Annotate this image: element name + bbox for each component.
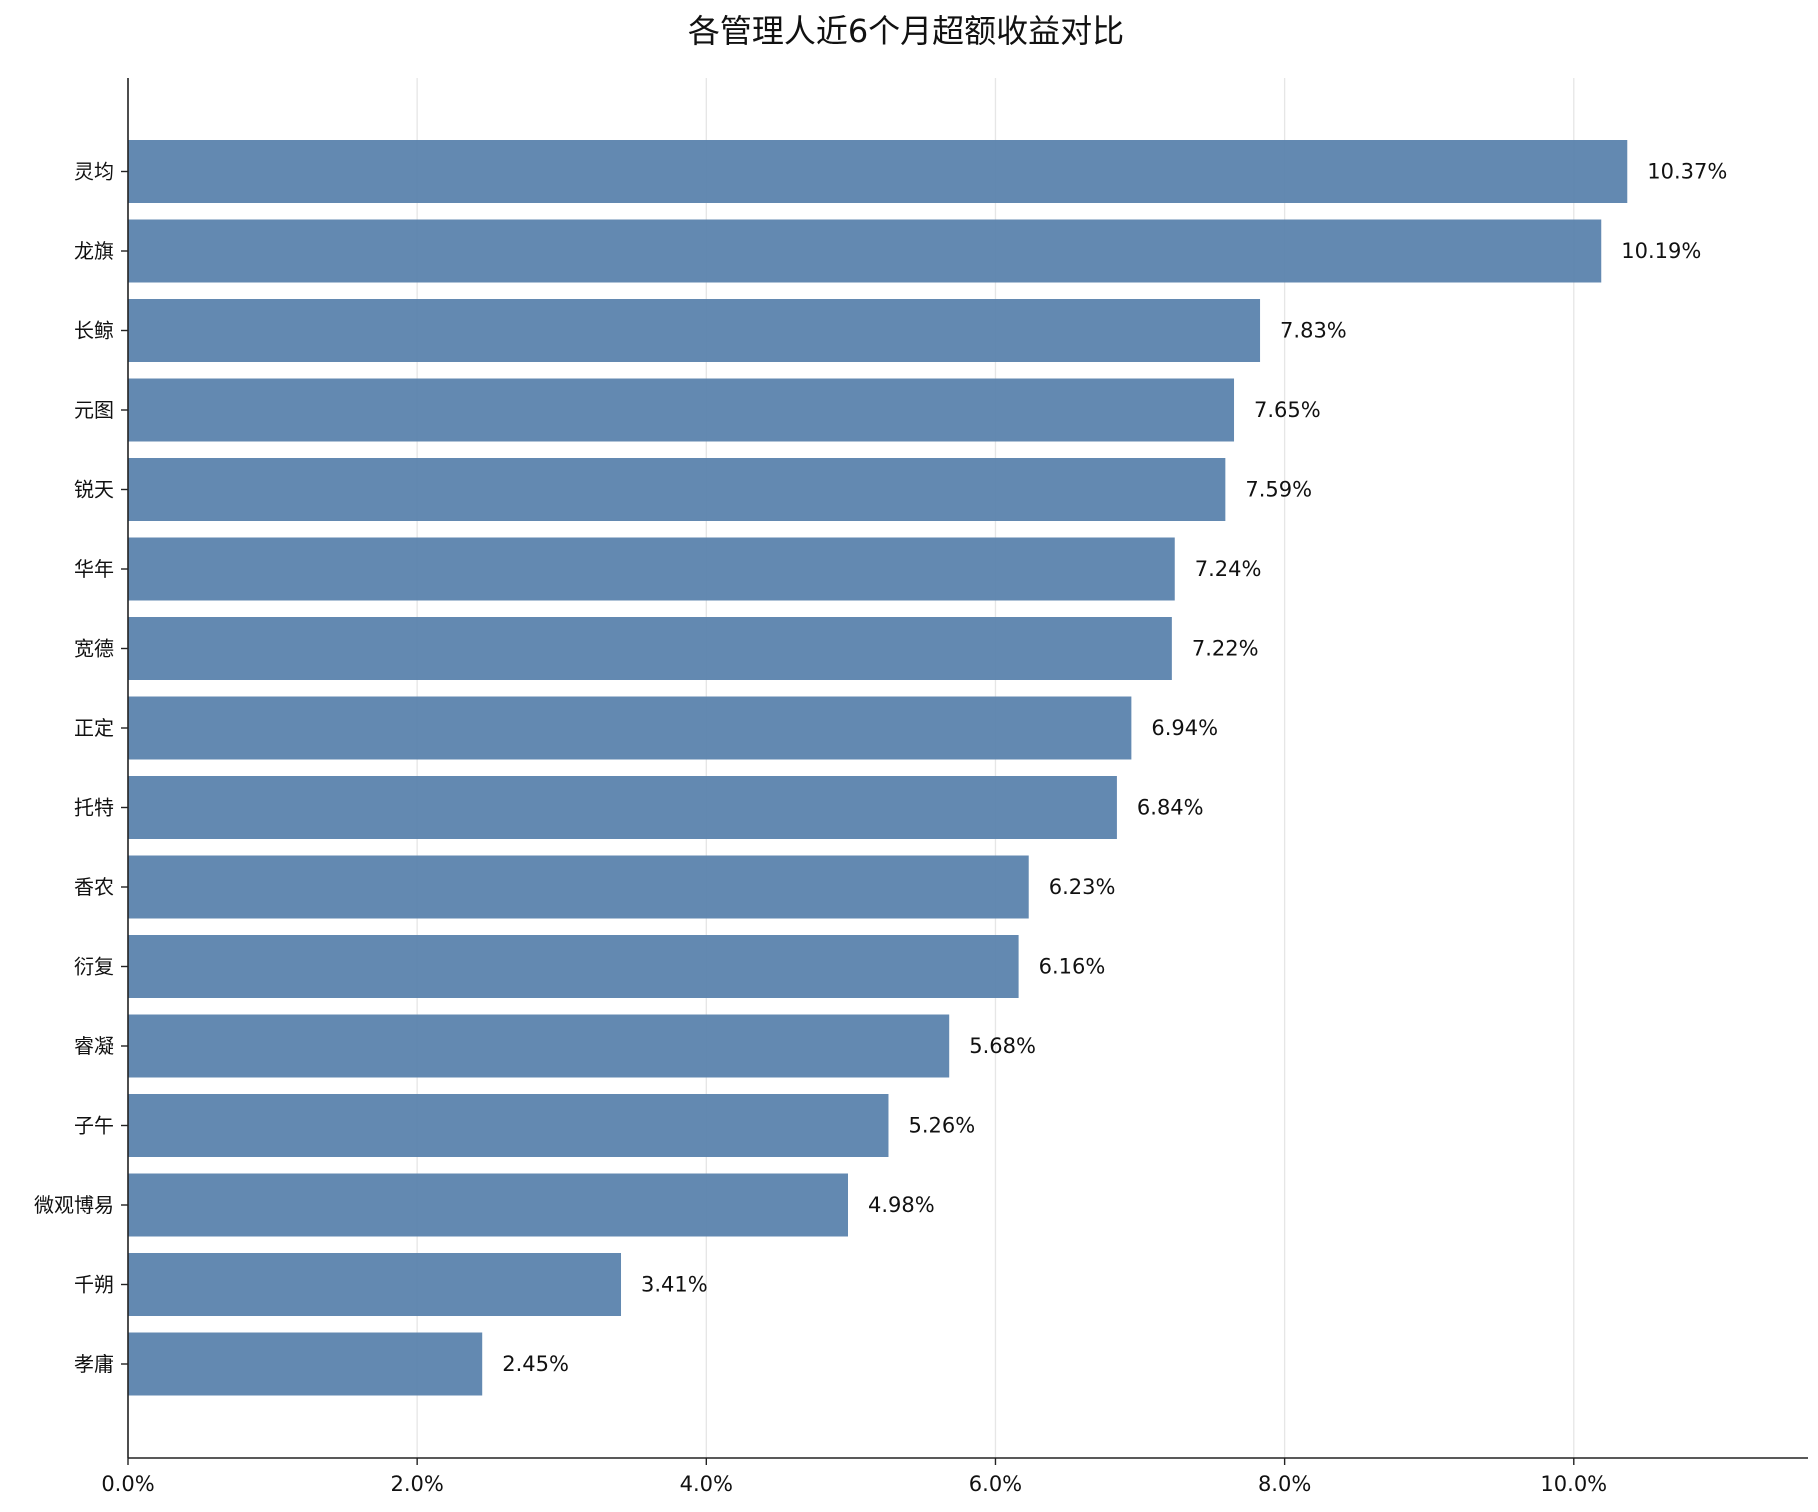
category-label: 元图 <box>74 398 114 422</box>
data-label: 7.65% <box>1254 398 1321 422</box>
category-label: 宽德 <box>74 637 114 661</box>
data-label: 10.37% <box>1647 160 1727 184</box>
bar <box>128 1014 950 1078</box>
x-tick-label: 10.0% <box>1540 1472 1607 1496</box>
bar <box>128 776 1117 839</box>
bar <box>128 537 1175 601</box>
category-label: 微观博易 <box>34 1193 114 1217</box>
data-label: 7.24% <box>1195 557 1262 581</box>
data-label: 5.26% <box>908 1114 975 1138</box>
data-label: 3.41% <box>641 1273 708 1297</box>
data-label: 6.23% <box>1049 875 1116 899</box>
x-tick-label: 8.0% <box>1258 1472 1311 1496</box>
bar <box>128 1253 622 1316</box>
category-label: 睿凝 <box>74 1034 114 1058</box>
category-label: 灵均 <box>74 160 114 184</box>
bar <box>128 140 1628 203</box>
bars <box>128 140 1628 1396</box>
x-tick-label: 4.0% <box>680 1472 733 1496</box>
category-label: 正定 <box>74 716 114 740</box>
category-label: 龙旗 <box>74 239 114 263</box>
bar <box>128 1094 889 1157</box>
bar <box>128 458 1226 521</box>
x-ticks: 0.0% 2.0% 4.0% 6.0% 8.0% 10.0% <box>101 1458 1607 1496</box>
bar <box>128 378 1235 442</box>
bar <box>128 299 1261 362</box>
category-label: 孝庸 <box>74 1352 114 1376</box>
data-label: 6.84% <box>1137 796 1204 820</box>
axes <box>127 78 1808 1459</box>
bar <box>128 1173 848 1237</box>
data-label: 6.94% <box>1151 716 1218 740</box>
category-label: 衍复 <box>74 955 114 979</box>
category-label: 长鲸 <box>74 319 114 343</box>
bar <box>128 855 1029 919</box>
bar <box>128 935 1019 998</box>
data-label: 6.16% <box>1039 955 1106 979</box>
category-label: 香农 <box>74 875 114 899</box>
category-label: 子午 <box>74 1114 114 1138</box>
x-tick-label: 0.0% <box>101 1472 154 1496</box>
category-label: 华年 <box>74 557 114 581</box>
data-label: 5.68% <box>969 1034 1036 1058</box>
data-label: 7.59% <box>1245 478 1312 502</box>
grid-lines <box>416 78 1575 1458</box>
bar <box>128 219 1602 283</box>
data-label: 10.19% <box>1621 239 1701 263</box>
category-label: 锐天 <box>74 478 114 502</box>
data-label: 7.22% <box>1192 637 1259 661</box>
data-labels: 10.37% 10.19% 7.83% 7.65% 7.59% 7.24% 7.22% 6.9… <box>502 160 1727 1377</box>
category-label: 千朔 <box>74 1273 114 1297</box>
bar <box>128 696 1132 760</box>
bar <box>128 1332 483 1396</box>
x-tick-label: 6.0% <box>969 1472 1022 1496</box>
chart-title: 各管理人近6个月超额收益对比 <box>688 12 1124 50</box>
data-label: 2.45% <box>502 1352 569 1376</box>
category-label: 托特 <box>74 796 114 820</box>
bar <box>128 617 1172 680</box>
x-tick-label: 2.0% <box>390 1472 443 1496</box>
data-label: 4.98% <box>868 1193 935 1217</box>
data-label: 7.83% <box>1280 319 1347 343</box>
